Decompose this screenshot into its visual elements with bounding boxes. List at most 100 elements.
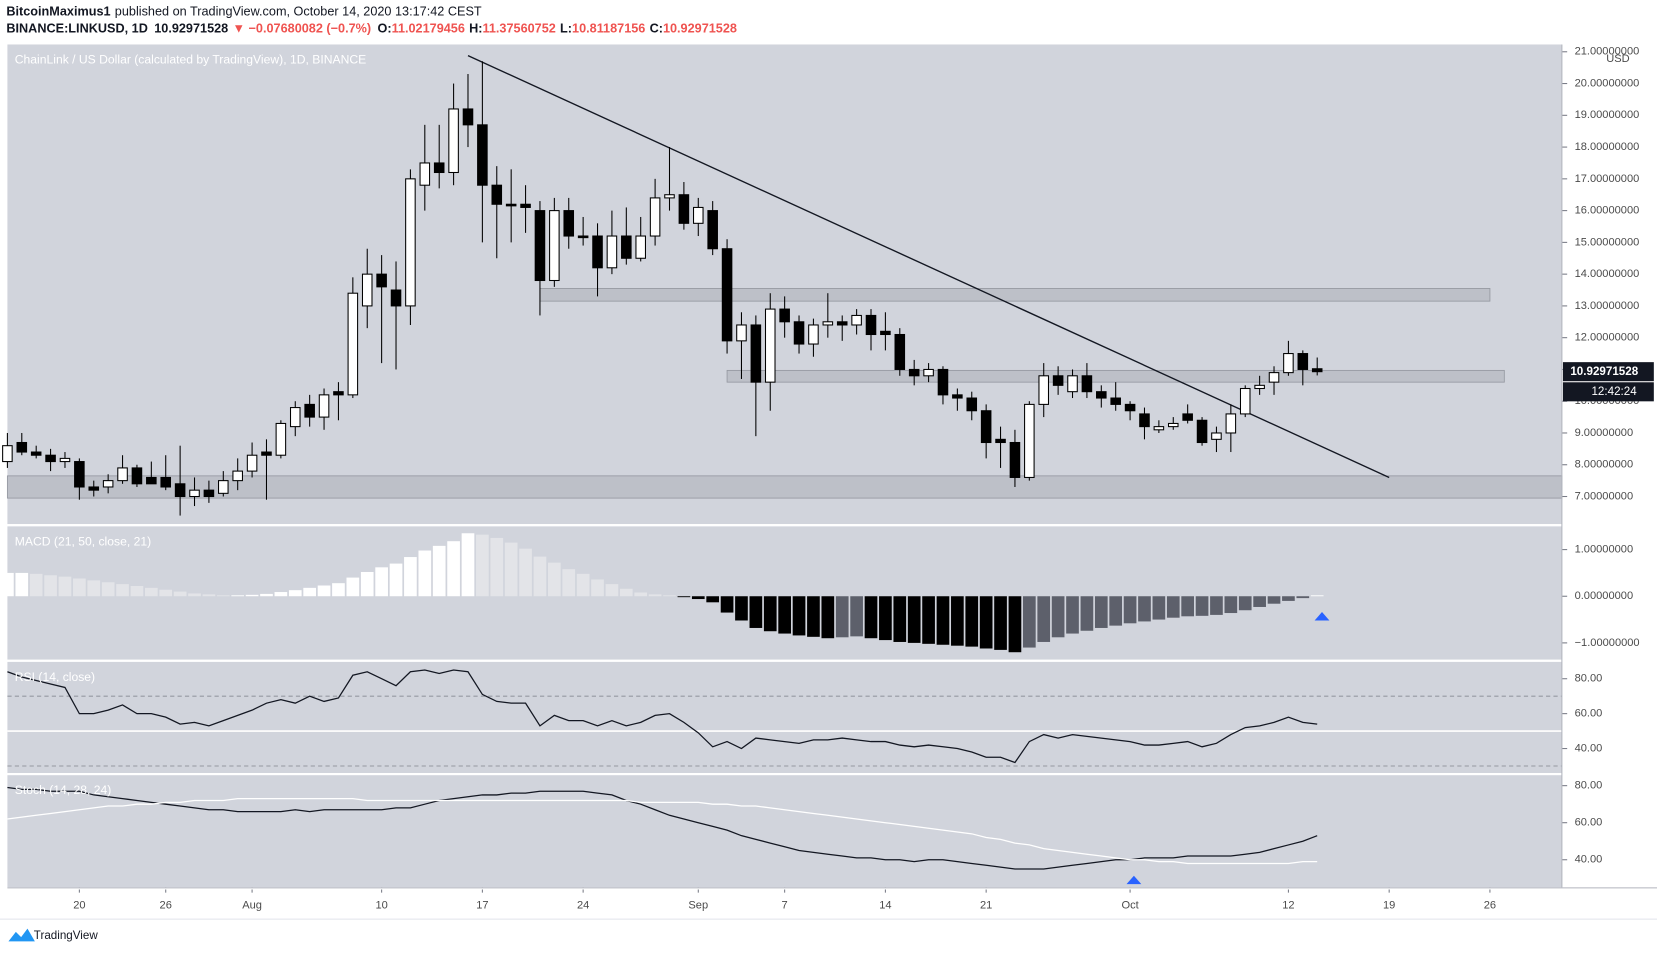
y-tick-label: −1.00000000 xyxy=(1575,637,1640,649)
candle-body xyxy=(246,454,258,472)
macd-bar xyxy=(1138,596,1151,622)
macd-bar xyxy=(101,582,115,597)
plot-area: ChainLink / US Dollar (calculated by Tra… xyxy=(0,44,1657,920)
macd-bar xyxy=(1238,596,1252,611)
candle-body xyxy=(1110,397,1121,405)
candle-body xyxy=(189,489,200,498)
pane-legend: Stoch (14, 28, 24) xyxy=(15,783,112,797)
macd-bar xyxy=(1253,596,1266,607)
pane-legend: ChainLink / US Dollar (calculated by Tra… xyxy=(15,53,366,67)
candle-body xyxy=(577,235,589,239)
candle-body xyxy=(1182,413,1193,421)
macd-bar xyxy=(864,596,878,639)
candle-body xyxy=(1167,422,1179,428)
last-price-label: 10.92971528 xyxy=(1570,365,1638,378)
candle-body xyxy=(1052,375,1064,386)
candle-body xyxy=(822,321,834,326)
macd-bar xyxy=(706,596,720,603)
candle-body xyxy=(1311,368,1323,373)
x-tick-label: 21 xyxy=(980,899,992,911)
candle-body xyxy=(1009,441,1021,478)
candle-body xyxy=(937,368,949,396)
candle-body xyxy=(520,203,531,208)
indicator-line xyxy=(7,786,1318,870)
macd-bar xyxy=(1080,596,1094,631)
candle-body xyxy=(779,308,790,323)
y-tick-label: 17.00000000 xyxy=(1575,173,1640,185)
macd-bar xyxy=(116,584,129,597)
low-label: L: xyxy=(560,22,572,36)
y-tick-label: 16.00000000 xyxy=(1575,205,1640,217)
macd-bar xyxy=(778,596,791,634)
header-line-1: BitcoinMaximus1 published on TradingView.… xyxy=(6,5,482,19)
last-price-box xyxy=(1562,362,1654,382)
pane-legend: RSI (14, close) xyxy=(15,670,95,684)
logo xyxy=(8,928,35,942)
macd-bar xyxy=(1051,596,1065,638)
macd-bar xyxy=(951,596,964,646)
candle-body xyxy=(491,184,503,205)
candle-body xyxy=(160,476,172,488)
macd-bar xyxy=(533,556,547,597)
macd-bar xyxy=(1066,596,1079,634)
candle-body xyxy=(232,470,243,482)
x-tick-label: 26 xyxy=(1484,899,1496,911)
candle-body xyxy=(361,273,373,307)
macd-bar xyxy=(792,596,806,636)
candle-body xyxy=(707,210,718,250)
macd-bar xyxy=(1037,596,1051,642)
change: ▼ −0.07680082 (−0.7%) xyxy=(232,22,371,36)
y-tick-label: 8.00000000 xyxy=(1575,459,1634,471)
candle-body xyxy=(995,438,1006,444)
candle-body xyxy=(1067,375,1078,393)
pane-legend: MACD (21, 50, close, 21) xyxy=(15,534,151,548)
macd-bar xyxy=(260,593,273,597)
indicator-line xyxy=(7,797,1318,865)
candle-body xyxy=(1024,403,1035,478)
macd-bar xyxy=(1282,596,1295,601)
macd-bar xyxy=(389,563,403,597)
pane-background xyxy=(7,44,1562,525)
pane-background xyxy=(7,526,1562,660)
candle-body xyxy=(376,273,387,288)
candle-body xyxy=(1139,413,1150,428)
macd-bar xyxy=(691,596,705,600)
macd-bar xyxy=(1310,595,1324,597)
macd-bar xyxy=(591,579,604,597)
macd-bar xyxy=(346,577,360,597)
macd-bar xyxy=(1109,596,1123,626)
close-value: 10.92971528 xyxy=(663,22,737,36)
macd-bar xyxy=(936,596,950,645)
candle-body xyxy=(1211,432,1222,440)
macd-bar xyxy=(1152,596,1166,620)
candle-body xyxy=(102,480,114,488)
candle-body xyxy=(736,324,747,342)
candle-body xyxy=(131,467,143,485)
open-value: 11.02179456 xyxy=(392,22,465,36)
macd-bar xyxy=(965,596,979,647)
pane-background xyxy=(7,661,1562,773)
macd-bar xyxy=(749,596,763,628)
macd-bar xyxy=(634,592,648,597)
candle-body xyxy=(836,321,848,326)
candle-body xyxy=(865,314,877,336)
high-label: H: xyxy=(469,22,482,36)
candle-body xyxy=(980,410,992,444)
candle-body xyxy=(304,403,315,418)
macd-bar xyxy=(619,588,633,597)
signal-arrow xyxy=(1314,612,1330,621)
macd-bar xyxy=(835,596,849,638)
candle-body xyxy=(390,289,402,307)
macd-bar xyxy=(821,596,835,639)
candle-body xyxy=(1038,375,1050,405)
y-tick-label: 18.00000000 xyxy=(1575,141,1640,153)
x-tick-label: 17 xyxy=(476,899,488,911)
x-tick-label: 7 xyxy=(782,899,788,911)
y-tick-label: 40.00 xyxy=(1575,742,1603,754)
countdown-box xyxy=(1562,382,1654,402)
candle-body xyxy=(621,235,632,259)
macd-bar xyxy=(519,548,532,597)
candle-body xyxy=(88,486,100,491)
x-tick-label: 10 xyxy=(375,899,387,911)
macd-bar xyxy=(979,596,993,649)
